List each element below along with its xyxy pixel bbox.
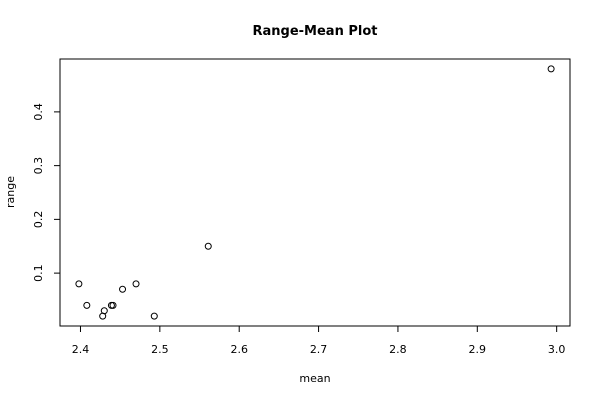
x-tick-label: 2.6 [230, 343, 248, 356]
y-axis-label: range [4, 176, 17, 208]
plot-box [59, 58, 571, 327]
point [119, 285, 127, 293]
point [83, 301, 91, 309]
y-tick-label: 0.2 [32, 211, 45, 229]
point [132, 280, 140, 288]
y-tick-label: 0.4 [32, 103, 45, 121]
point [150, 312, 158, 320]
point [204, 242, 212, 250]
y-tick-label: 0.3 [32, 157, 45, 175]
y-tick-label: 0.1 [32, 264, 45, 282]
point [100, 307, 108, 315]
x-tick-label: 2.5 [151, 343, 169, 356]
x-tick-label: 2.8 [389, 343, 407, 356]
x-tick-label: 2.4 [72, 343, 90, 356]
x-tick-label: 2.9 [469, 343, 487, 356]
point [75, 280, 83, 288]
point [109, 301, 117, 309]
chart-title: Range-Mean Plot [253, 24, 378, 39]
x-tick-label: 2.7 [310, 343, 328, 356]
x-axis-label: mean [299, 372, 330, 385]
x-tick-label: 3.0 [548, 343, 566, 356]
point [547, 65, 555, 73]
